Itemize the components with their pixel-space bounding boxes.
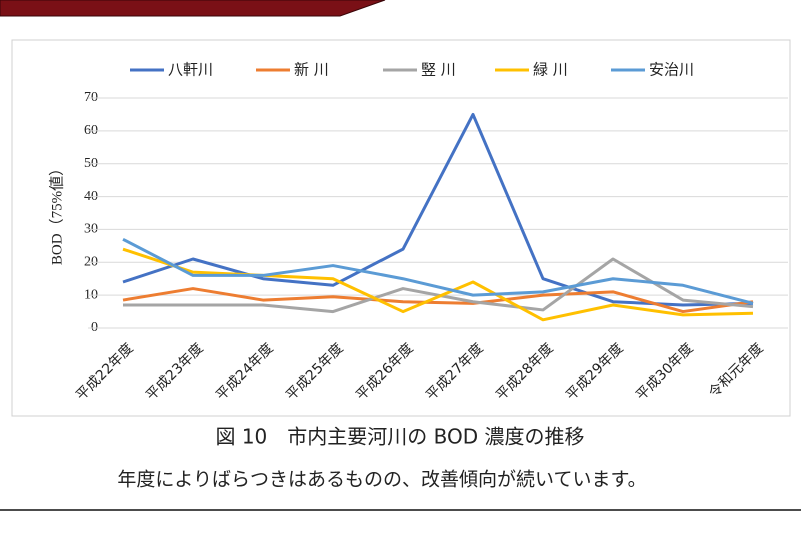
chart-frame bbox=[11, 39, 791, 417]
legend-label: 竪 川 bbox=[421, 61, 456, 79]
banner bbox=[0, 0, 386, 17]
legend-label: 安治川 bbox=[649, 61, 694, 79]
legend-label: 緑 川 bbox=[533, 61, 568, 79]
y-axis-label: BOD（75%値） bbox=[48, 161, 65, 265]
legend-label: 八軒川 bbox=[168, 61, 213, 79]
series-line bbox=[122, 287, 754, 314]
series-line bbox=[122, 247, 754, 322]
legend-label: 新 川 bbox=[294, 61, 329, 79]
series-line bbox=[122, 112, 754, 307]
note: 年度によりばらつきはあるものの、改善傾向が続いています。 bbox=[117, 469, 646, 491]
chart-title: 図 10 市内主要河川の BOD 濃度の推移 bbox=[215, 425, 584, 449]
series-line bbox=[123, 257, 754, 314]
series-line bbox=[122, 237, 754, 305]
